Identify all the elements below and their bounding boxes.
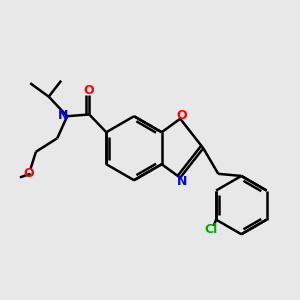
Text: O: O <box>24 167 34 180</box>
Text: N: N <box>58 109 68 122</box>
Text: O: O <box>83 84 94 97</box>
Text: N: N <box>176 176 187 188</box>
Text: O: O <box>176 109 187 122</box>
Text: Cl: Cl <box>204 223 218 236</box>
